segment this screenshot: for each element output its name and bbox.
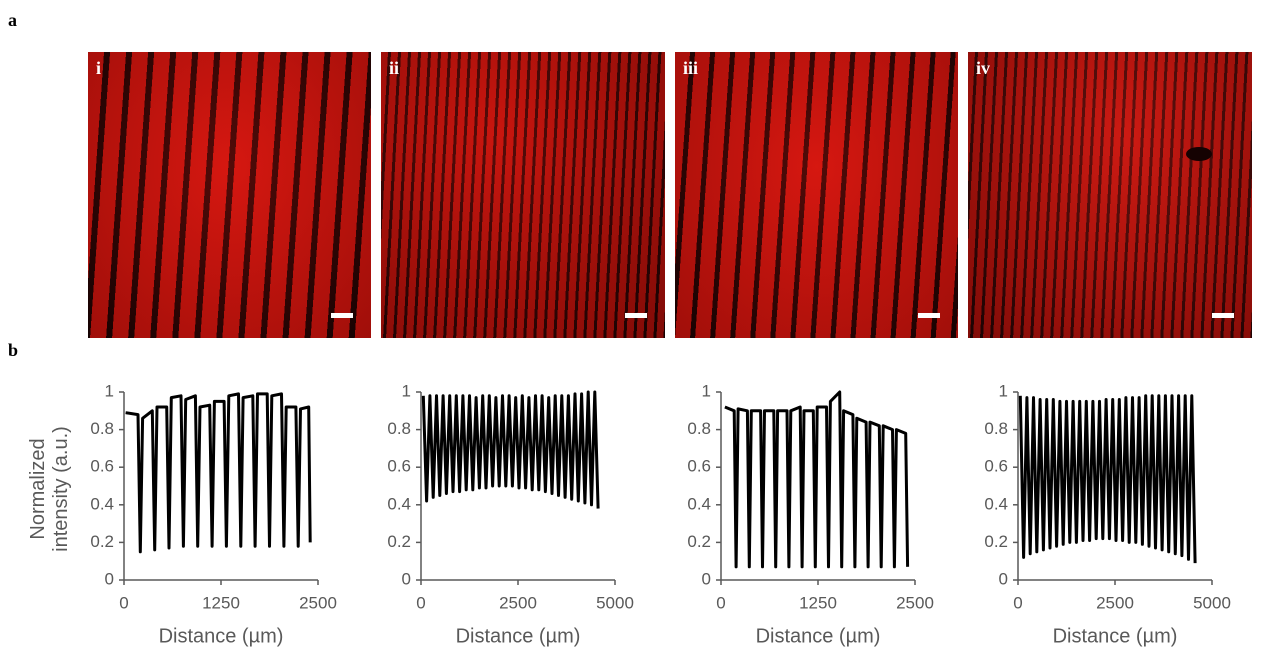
scale-bar — [625, 313, 647, 318]
y-tick-label: 0.4 — [984, 494, 1008, 513]
y-tick-label: 0.8 — [687, 419, 711, 438]
x-tick-label: 5000 — [596, 593, 634, 612]
y-tick-label: 0.4 — [387, 494, 411, 513]
x-tick-label: 1250 — [799, 593, 837, 612]
intensity-line — [724, 390, 910, 569]
image-label: iii — [683, 58, 699, 78]
y-tick-label: 0.4 — [687, 494, 711, 513]
x-tick-label: 2500 — [896, 593, 934, 612]
y-tick-label: 0 — [402, 569, 411, 588]
x-axis-label: Distance (µm) — [456, 625, 581, 647]
scale-bar — [1212, 313, 1234, 318]
x-tick-label: 5000 — [1193, 593, 1231, 612]
x-tick-label: 0 — [119, 593, 128, 612]
image-label: i — [96, 58, 102, 78]
micrograph: i — [88, 52, 371, 338]
scale-bar — [331, 313, 353, 318]
y-tick-label: 0.6 — [687, 457, 711, 476]
y-tick-label: 0.6 — [984, 457, 1008, 476]
y-tick-label: 1 — [105, 381, 114, 400]
y-tick-label: 0.6 — [90, 457, 114, 476]
micrograph: iv — [968, 52, 1252, 338]
x-tick-label: 2500 — [499, 593, 537, 612]
x-tick-label: 0 — [416, 593, 425, 612]
intensity-line — [421, 390, 600, 509]
y-tick-label: 0.8 — [387, 419, 411, 438]
panel-label: a — [8, 10, 17, 30]
image-label: iv — [976, 58, 991, 78]
x-tick-label: 0 — [716, 593, 725, 612]
intensity-line — [1018, 394, 1197, 564]
y-tick-label: 0.2 — [984, 532, 1008, 551]
x-tick-label: 0 — [1013, 593, 1022, 612]
y-tick-label: 1 — [702, 381, 711, 400]
y-tick-label: 0.2 — [687, 532, 711, 551]
y-tick-label: 1 — [999, 381, 1008, 400]
y-tick-label: 0.6 — [387, 457, 411, 476]
x-tick-label: 2500 — [299, 593, 337, 612]
y-tick-label: 1 — [402, 381, 411, 400]
y-tick-label: 0.2 — [90, 532, 114, 551]
x-axis-label: Distance (µm) — [159, 625, 284, 647]
y-tick-label: 0 — [702, 569, 711, 588]
x-axis-label: Distance (µm) — [756, 625, 881, 647]
image-label: ii — [389, 58, 400, 78]
panel-label: b — [8, 340, 19, 360]
x-tick-label: 1250 — [202, 593, 240, 612]
micrograph: ii — [381, 52, 665, 338]
x-axis-label: Distance (µm) — [1053, 625, 1178, 647]
micrograph: iii — [675, 52, 958, 338]
debris — [1186, 147, 1212, 161]
y-axis-label: Normalized intensity (a.u.) — [27, 426, 72, 552]
y-tick-label: 0.8 — [90, 419, 114, 438]
y-tick-label: 0 — [105, 569, 114, 588]
x-tick-label: 2500 — [1096, 593, 1134, 612]
intensity-line — [125, 392, 312, 554]
y-tick-label: 0.2 — [387, 532, 411, 551]
scale-bar — [918, 313, 940, 318]
y-tick-label: 0.4 — [90, 494, 114, 513]
y-tick-label: 0.8 — [984, 419, 1008, 438]
y-tick-label: 0 — [999, 569, 1008, 588]
